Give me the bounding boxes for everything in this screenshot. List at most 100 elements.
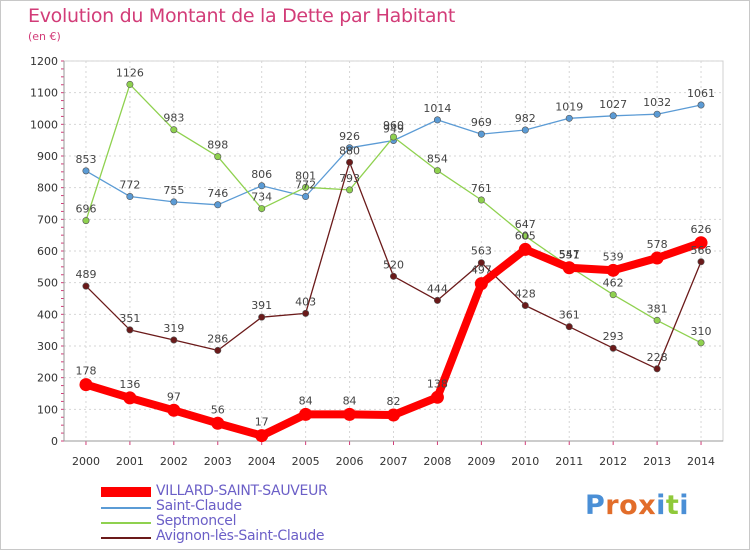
series-2-point <box>477 196 485 204</box>
series-1-point <box>697 101 705 109</box>
series-1-data-label: 1019 <box>555 100 583 113</box>
y-tick-label: 900 <box>37 150 58 163</box>
series-1-data-label: 926 <box>339 130 360 143</box>
page-title: Evolution du Montant de la Dette par Hab… <box>28 5 456 27</box>
series-1-data-label: 746 <box>207 187 228 200</box>
logo-letter: o <box>619 490 639 521</box>
series-2-data-label: 761 <box>471 182 492 195</box>
series-0-data-label: 82 <box>387 395 401 408</box>
series-2-data-label: 960 <box>383 119 404 132</box>
series-1-point <box>258 182 266 190</box>
grid <box>63 60 724 442</box>
series-1-data-label: 969 <box>471 116 492 129</box>
series-3-point <box>82 282 90 290</box>
series-0-point <box>211 416 225 430</box>
y-tick-label: 300 <box>37 340 58 353</box>
y-tick-label: 200 <box>37 372 58 385</box>
series-2-data-label: 898 <box>207 139 228 152</box>
series-3-point <box>521 301 529 309</box>
series-2-data-label: 801 <box>295 169 316 182</box>
series-1-point <box>521 126 529 134</box>
series-1-data-label: 1027 <box>599 98 627 111</box>
y-tick-label: 1100 <box>30 87 58 100</box>
legend-swatch <box>101 522 151 524</box>
series-2-point <box>521 232 529 240</box>
series-2-point <box>653 316 661 324</box>
series-0-data-label: 547 <box>559 248 580 261</box>
series-0-data-label: 539 <box>603 250 624 263</box>
series-3-point <box>214 346 222 354</box>
series-2-point <box>609 291 617 299</box>
series-1-point <box>609 112 617 120</box>
series-2-data-label: 793 <box>339 172 360 185</box>
series-3-point <box>653 365 661 373</box>
series-2-data-label: 854 <box>427 153 448 166</box>
logo-letter: i <box>679 490 690 521</box>
x-tick-label: 2002 <box>160 455 188 468</box>
series-3-point <box>477 259 485 267</box>
y-tick-label: 0 <box>51 435 58 448</box>
series-1-data-label: 949 <box>383 122 404 135</box>
series-0-point <box>299 407 313 421</box>
x-tick-label: 2007 <box>380 455 408 468</box>
series-3-point <box>126 326 134 334</box>
y-tick-label: 600 <box>37 245 58 258</box>
series-0-point <box>562 261 576 275</box>
series-2-point <box>170 126 178 134</box>
x-tick-label: 2000 <box>72 455 100 468</box>
series-1-data-label: 1061 <box>687 87 715 100</box>
series-1-point <box>477 130 485 138</box>
series-1-point <box>565 114 573 122</box>
y-tick-label: 1000 <box>30 118 58 131</box>
y-tick-label: 1200 <box>30 55 58 68</box>
series-2-data-label: 1126 <box>116 66 144 79</box>
x-tick-label: 2006 <box>336 455 364 468</box>
x-tick-label: 2008 <box>423 455 451 468</box>
series-1-point <box>433 116 441 124</box>
series-1-data-label: 755 <box>163 184 184 197</box>
series-3-data-label: 286 <box>207 332 228 345</box>
series-3-point <box>697 258 705 266</box>
series-1-data-label: 772 <box>119 179 140 192</box>
series-0-point <box>343 407 357 421</box>
x-tick-label: 2010 <box>511 455 539 468</box>
series-2-data-label: 462 <box>603 277 624 290</box>
series-0-data-label: 84 <box>299 394 313 407</box>
series-3-data-label: 403 <box>295 295 316 308</box>
series-0-point <box>123 391 137 405</box>
series-0-data-label: 17 <box>255 416 269 429</box>
series-0-data-label: 578 <box>647 238 668 251</box>
series-2-data-label: 551 <box>559 249 580 262</box>
x-tick-label: 2013 <box>643 455 671 468</box>
logo-letter: r <box>605 490 620 521</box>
proxiti-logo: Proxiti <box>585 490 689 521</box>
series-2-data-label: 310 <box>691 325 712 338</box>
x-tick-label: 2005 <box>292 455 320 468</box>
series-1-data-label: 772 <box>295 179 316 192</box>
series-1-point <box>653 110 661 118</box>
y-tick-label: 400 <box>37 308 58 321</box>
series-1-data-label: 853 <box>75 153 96 166</box>
series-3-data-label: 563 <box>471 245 492 258</box>
series-1-data-label: 806 <box>251 168 272 181</box>
x-tick-label: 2014 <box>687 455 715 468</box>
series-0-data-label: 136 <box>119 378 140 391</box>
series-2-point <box>389 133 397 141</box>
series-0-point <box>518 242 532 256</box>
x-tick-label: 2012 <box>599 455 627 468</box>
series-3-point <box>609 344 617 352</box>
series-0-data-label: 178 <box>75 365 96 378</box>
series-1-data-label: 1032 <box>643 96 671 109</box>
series-0-data-label: 626 <box>691 223 712 236</box>
x-tick-label: 2003 <box>204 455 232 468</box>
series-0-point <box>650 251 664 265</box>
series-3-data-label: 428 <box>515 287 536 300</box>
series-3-point <box>302 309 310 317</box>
series-2-point <box>346 186 354 194</box>
series-3-data-label: 489 <box>75 268 96 281</box>
series-0-data-label: 138 <box>427 377 448 390</box>
series-2-data-label: 734 <box>251 191 272 204</box>
series-2-data-label: 647 <box>515 218 536 231</box>
legend-swatch <box>101 507 151 509</box>
